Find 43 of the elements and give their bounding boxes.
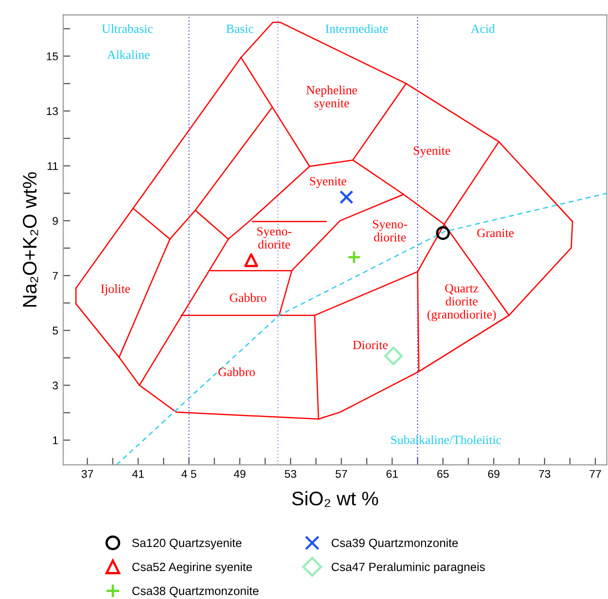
annotation: Basic	[226, 24, 254, 33]
y-axis-title: Na₂O+K₂O wt%	[22, 172, 38, 307]
x-tick-label: 69	[488, 470, 500, 478]
y-tick-label: 11	[48, 162, 58, 170]
x-tick-label: 41	[132, 470, 144, 478]
legend-label: Csa52 Aegirine syenite	[132, 562, 252, 574]
x-tick-label: 65	[437, 470, 449, 478]
legend-label: Csa47 Peraluminic paragneis	[332, 562, 485, 574]
annotation: Quartz diorite (granodiorite)	[427, 284, 496, 322]
annotation: Subalkaline/Tholeiitic	[391, 435, 502, 444]
annotation: Syenite	[414, 146, 450, 158]
annotation: Intermediate	[326, 24, 388, 33]
x-tick-label: 4 5	[181, 470, 196, 478]
y-tick-label: 1	[53, 436, 58, 444]
y-tick-label: 7	[52, 272, 58, 280]
y-tick-label: 9	[52, 216, 58, 225]
x-tick-label: 57	[336, 470, 347, 478]
annotation: Gabbro	[218, 367, 255, 376]
y-tick-label: 5	[52, 326, 58, 335]
annotation: Acid	[470, 24, 495, 33]
x-tick-label: 73	[538, 470, 550, 478]
annotation: Alkaline	[107, 50, 150, 60]
annotation: Ultrabasic	[102, 24, 153, 33]
annotation: Ijolite	[100, 284, 130, 296]
x-tick-label: 37	[82, 470, 93, 478]
x-tick-label: 53	[284, 470, 296, 478]
y-tick-label: 15	[46, 52, 58, 60]
annotation: Syenite	[310, 177, 346, 188]
legend-label: Csa38 Quartzmonzonite	[132, 586, 259, 598]
y-tick-label: 13	[46, 107, 58, 116]
annotation: Gabbro	[230, 293, 266, 302]
y-tick-label: 3	[52, 382, 58, 390]
x-tick-label: 77	[590, 470, 601, 478]
x-tick-label: 61	[386, 470, 398, 478]
annotation: Syeno- diorite	[373, 220, 408, 242]
annotation: Diorite	[352, 340, 388, 350]
legend-label: Csa39 Quartzmonzonite	[332, 538, 458, 550]
legend-label: Sa120 Quartzsyenite	[132, 538, 242, 550]
x-tick-label: 49	[234, 470, 246, 478]
x-axis-title: SiO₂ wt %	[292, 491, 378, 507]
annotation: Granite	[477, 228, 514, 238]
annotation: Syeno- diorite	[257, 227, 292, 249]
annotation: Nepheline syenite	[306, 86, 357, 110]
